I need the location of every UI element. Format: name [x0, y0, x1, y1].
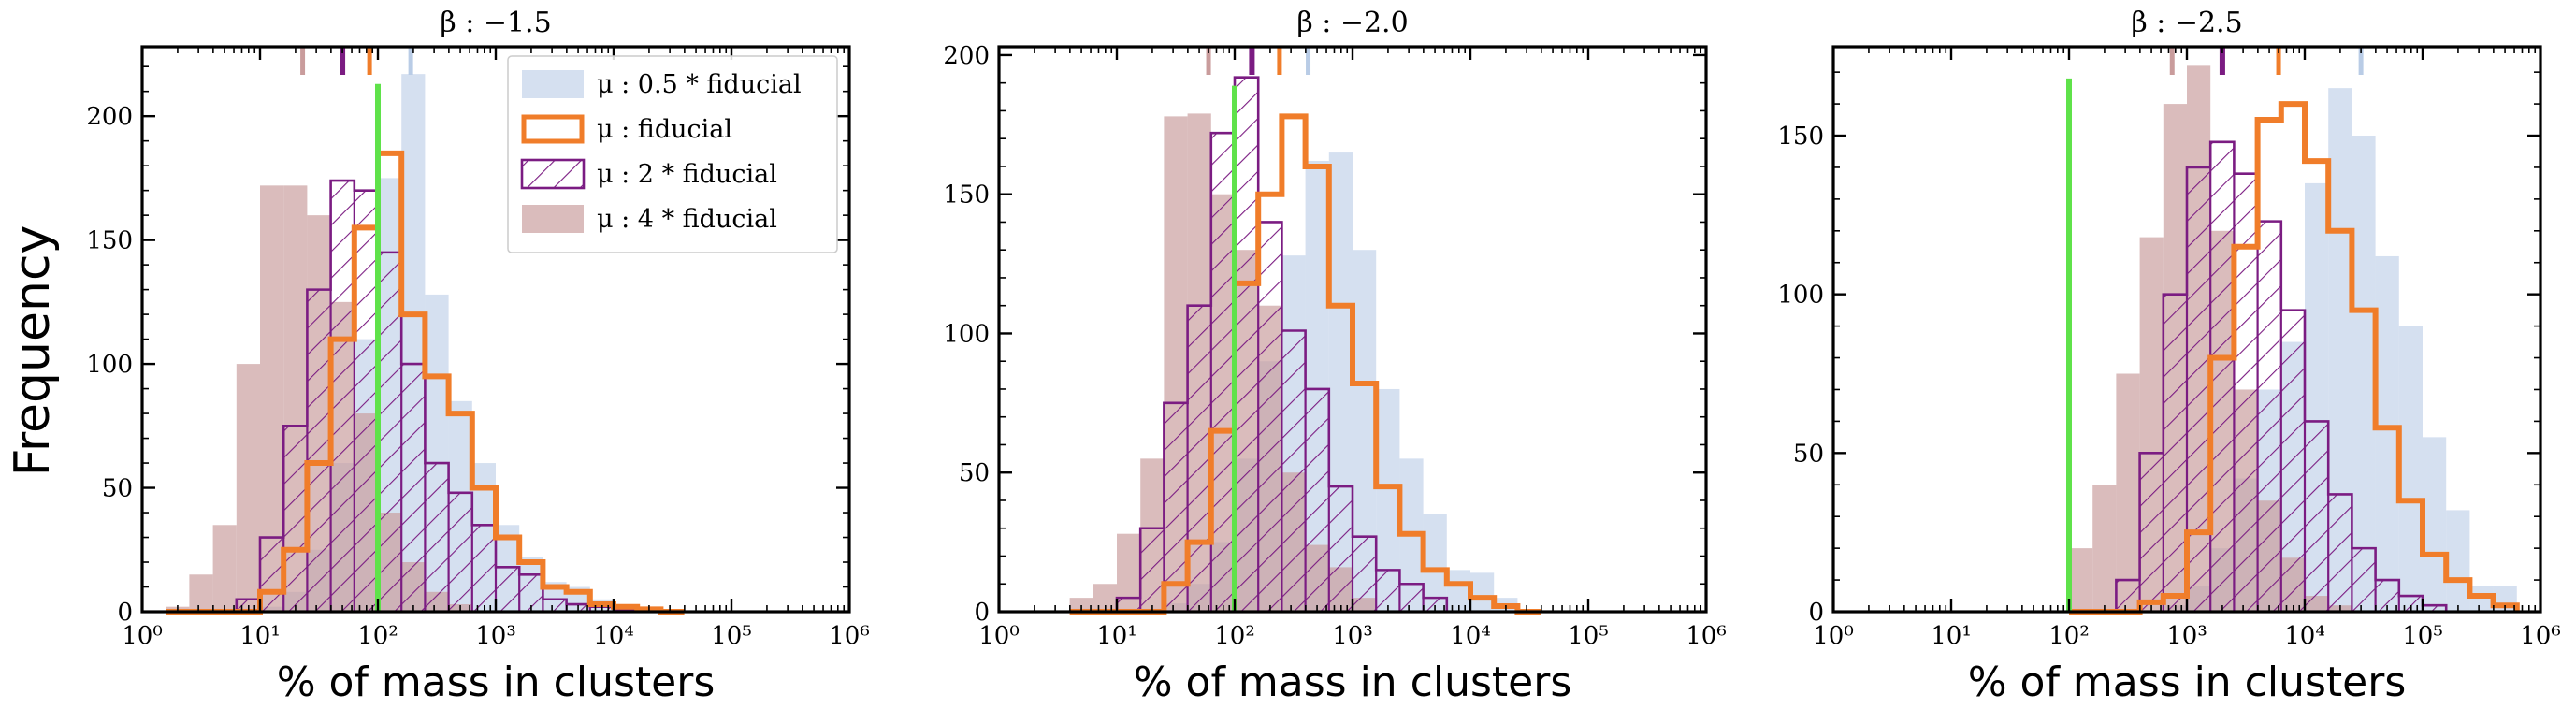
histogram-bar: [2092, 485, 2117, 612]
series-fiducial-outline: [2069, 101, 2520, 615]
x-tick-label: 10⁰: [978, 622, 1020, 650]
legend-swatch-quad-fiducial: [522, 205, 584, 233]
histogram-bar: [1423, 514, 1447, 612]
x-tick-label: 10²: [1214, 622, 1255, 650]
legend-label: μ : 0.5 * fiducial: [597, 70, 802, 99]
x-tick-label: 10⁴: [2284, 622, 2325, 650]
y-tick-label: 50: [959, 459, 990, 487]
x-tick-label: 10³: [1332, 622, 1373, 650]
x-tick-label: 10⁵: [711, 622, 752, 650]
histogram-bar: [2069, 548, 2093, 612]
histogram-bar: [189, 574, 213, 612]
x-tick-label: 10⁴: [593, 622, 634, 650]
x-tick-label: 10⁰: [1813, 622, 1854, 650]
y-tick-label: 100: [1777, 282, 1824, 310]
x-axis-label: % of mass in clusters: [1968, 658, 2407, 706]
legend: μ : 0.5 * fiducial μ : fiducial μ : 2 * fi…: [507, 55, 838, 253]
x-tick-label: 10³: [475, 622, 516, 650]
histogram-bar: [2469, 586, 2494, 612]
x-tick-label: 10²: [357, 622, 398, 650]
x-tick-label: 10³: [2166, 622, 2207, 650]
y-tick-label: 100: [86, 351, 133, 379]
x-tick-label: 10⁶: [829, 622, 870, 650]
x-tick-label: 10⁶: [1686, 622, 1727, 650]
y-tick-label: 150: [943, 181, 990, 210]
x-tick-label: 10⁴: [1450, 622, 1491, 650]
histogram-bar: [2116, 373, 2140, 612]
x-tick-label: 10⁵: [2402, 622, 2443, 650]
histogram-bar: [1069, 598, 1093, 612]
histogram-bar: [1446, 570, 1470, 612]
y-tick-label: 100: [943, 320, 990, 348]
legend-label: μ : 4 * fiducial: [597, 205, 777, 234]
series-fiducial-outline: [166, 150, 685, 615]
panel-title: β : −1.5: [440, 7, 551, 39]
x-axis-label: % of mass in clusters: [1134, 658, 1572, 706]
x-tick-label: 10¹: [1931, 622, 1972, 650]
series-fiducial-outline: [1069, 113, 1541, 615]
x-tick-label: 10⁵: [1568, 622, 1609, 650]
histogram-bar: [2375, 255, 2399, 612]
y-tick-label: 200: [943, 42, 990, 70]
y-tick-label: 0: [117, 599, 133, 627]
x-tick-label: 10⁰: [122, 622, 163, 650]
legend-label: μ : fiducial: [597, 115, 732, 144]
x-axis-label: % of mass in clusters: [277, 658, 716, 706]
y-tick-label: 50: [102, 475, 133, 503]
legend-box: [507, 55, 838, 253]
series-double-fiducial-outline: [1069, 76, 1541, 614]
y-axis-label: Frequency: [5, 225, 61, 477]
legend-swatch-half-fiducial: [522, 70, 584, 98]
histogram-bar: [2423, 437, 2447, 612]
y-tick-label: 150: [86, 227, 133, 255]
histogram-bar: [2446, 510, 2470, 612]
x-tick-label: 10¹: [239, 622, 281, 650]
y-tick-label: 0: [974, 599, 990, 627]
panel-2: 10⁰ 10¹ 10² 10³ 10⁴ 10⁵ 10⁶ 0 50 100 150 200 β : −2.…: [943, 7, 1726, 706]
histogram-bar: [2352, 136, 2376, 612]
x-tick-label: 10¹: [1096, 622, 1137, 650]
legend-swatch-double-fiducial: [520, 158, 586, 190]
histogram-bar: [236, 364, 260, 612]
histogram-bar: [2398, 326, 2423, 612]
y-tick-label: 200: [86, 103, 133, 131]
histogram-bar: [1470, 572, 1495, 612]
x-tick-label: 10⁶: [2520, 622, 2561, 650]
series-double-fiducial-hatch: [2069, 141, 2517, 612]
x-tick-label: 10²: [2048, 622, 2090, 650]
panel-title: β : −2.0: [1296, 7, 1408, 39]
panel-3: 10⁰ 10¹ 10² 10³ 10⁴ 10⁵ 10⁶ 0 50 100 150 β : −2.5 % …: [1777, 7, 2560, 706]
histogram-bar: [212, 525, 237, 612]
y-tick-label: 150: [1777, 123, 1824, 151]
y-tick-label: 0: [1808, 599, 1824, 627]
legend-swatch-fiducial: [521, 114, 585, 144]
panel-title: β : −2.5: [2131, 7, 2242, 39]
y-tick-label: 50: [1793, 440, 1824, 468]
legend-label: μ : 2 * fiducial: [597, 160, 777, 189]
